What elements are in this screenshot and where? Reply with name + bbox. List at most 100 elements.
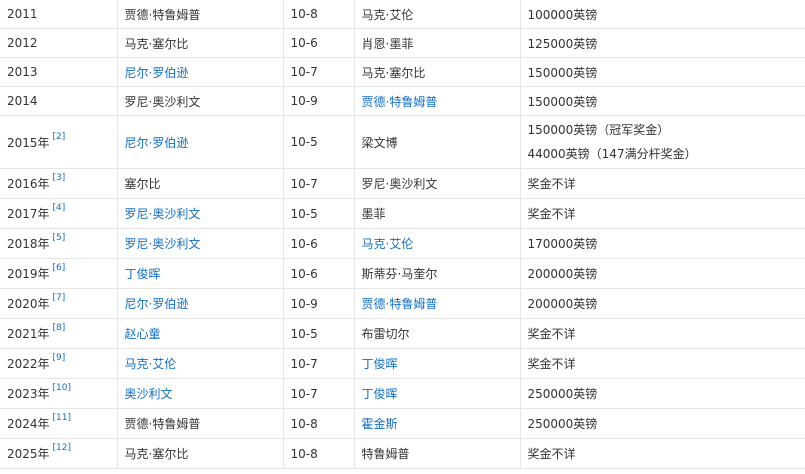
score-cell: 10-7 xyxy=(282,168,355,199)
runner-up-text: 布雷切尔 xyxy=(361,327,410,341)
winner-text: 塞尔比 xyxy=(124,177,161,191)
runner-up-cell: 肖恩·墨菲 xyxy=(353,28,521,58)
table-row: 2021年 [8] 赵心童 10-5 布雷切尔 奖金不详 xyxy=(0,318,805,349)
score-cell: 10-6 xyxy=(282,258,355,289)
runner-up-cell: 罗尼·奥沙利文 xyxy=(353,168,521,199)
prize-cell: 150000英镑 xyxy=(519,57,805,87)
runner-up-text: 罗尼·奥沙利文 xyxy=(361,177,438,191)
reference-link[interactable]: [6] xyxy=(52,263,66,273)
winner-cell: 罗尼·奥沙利文 xyxy=(116,198,284,229)
runner-up-link[interactable]: 丁俊晖 xyxy=(361,387,398,401)
year-text: 2011 xyxy=(7,7,38,21)
runner-up-link[interactable]: 霍金斯 xyxy=(361,417,398,431)
reference-link[interactable]: [7] xyxy=(52,293,66,303)
year-cell: 2011 xyxy=(0,0,118,29)
year-cell: 2025年 [12] xyxy=(0,438,118,469)
table-row: 2023年 [10] 奥沙利文 10-7 丁俊晖 250000英镑 xyxy=(0,378,805,409)
prize-text: 奖金不详 xyxy=(527,327,576,341)
runner-up-cell: 梁文博 xyxy=(353,115,521,169)
prize-cell: 奖金不详 xyxy=(519,438,805,469)
score-text: 10-5 xyxy=(290,206,318,221)
prize-cell: 250000英镑 xyxy=(519,378,805,409)
winner-text: 马克·塞尔比 xyxy=(124,447,189,461)
reference-link[interactable]: [11] xyxy=(52,413,72,423)
year-cell: 2019年 [6] xyxy=(0,258,118,289)
prize-text: 奖金不详 xyxy=(527,357,576,371)
winner-cell: 马克·塞尔比 xyxy=(116,28,284,58)
runner-up-link[interactable]: 贾德·特鲁姆普 xyxy=(361,297,438,311)
winner-link[interactable]: 马克·艾伦 xyxy=(124,357,177,371)
winner-link[interactable]: 罗尼·奥沙利文 xyxy=(124,207,201,221)
year-cell: 2014 xyxy=(0,86,118,116)
winner-link[interactable]: 罗尼·奥沙利文 xyxy=(124,237,201,251)
prize-text: 150000英镑 xyxy=(527,65,598,80)
reference-link[interactable]: [10] xyxy=(52,383,72,393)
prize-text: 125000英镑 xyxy=(527,36,598,51)
score-text: 10-6 xyxy=(290,36,318,50)
table-row: 2014 罗尼·奥沙利文 10-9 贾德·特鲁姆普 150000英镑 xyxy=(0,86,805,116)
score-text: 10-8 xyxy=(290,416,318,431)
score-text: 10-6 xyxy=(290,266,318,281)
runner-up-cell: 丁俊晖 xyxy=(353,348,521,379)
score-cell: 10-5 xyxy=(282,318,355,349)
prize-text: 200000英镑 xyxy=(527,297,598,311)
winner-link[interactable]: 尼尔·罗伯逊 xyxy=(124,65,189,80)
runner-up-cell: 特鲁姆普 xyxy=(353,438,521,469)
runner-up-link[interactable]: 丁俊晖 xyxy=(361,357,398,371)
year-text: 2024年 xyxy=(7,417,50,431)
winner-link[interactable]: 赵心童 xyxy=(124,327,161,341)
winner-cell: 奥沙利文 xyxy=(116,378,284,409)
reference-link[interactable]: [9] xyxy=(52,353,66,363)
runner-up-text: 肖恩·墨菲 xyxy=(361,36,414,51)
winner-link[interactable]: 尼尔·罗伯逊 xyxy=(124,297,189,311)
score-cell: 10-7 xyxy=(282,378,355,409)
runner-up-text: 墨菲 xyxy=(361,207,386,221)
reference-link[interactable]: [2] xyxy=(52,131,66,142)
year-cell: 2024年 [11] xyxy=(0,408,118,439)
year-text: 2016年 xyxy=(7,177,50,191)
winner-text: 罗尼·奥沙利文 xyxy=(124,94,201,109)
reference-link[interactable]: [12] xyxy=(52,443,72,453)
year-text: 2013 xyxy=(7,65,38,79)
score-text: 10-8 xyxy=(290,446,318,461)
winner-text: 贾德·特鲁姆普 xyxy=(124,417,201,431)
table-row: 2024年 [11] 贾德·特鲁姆普 10-8 霍金斯 250000英镑 xyxy=(0,408,805,439)
runner-up-link[interactable]: 马克·艾伦 xyxy=(361,237,414,251)
prize-text: 250000英镑 xyxy=(527,417,598,431)
runner-up-cell: 丁俊晖 xyxy=(353,378,521,409)
year-cell: 2018年 [5] xyxy=(0,228,118,259)
winner-cell: 尼尔·罗伯逊 xyxy=(116,288,284,319)
year-cell: 2021年 [8] xyxy=(0,318,118,349)
table-row: 2018年 [5] 罗尼·奥沙利文 10-6 马克·艾伦 170000英镑 xyxy=(0,228,805,259)
score-text: 10-7 xyxy=(290,386,318,401)
reference-link[interactable]: [4] xyxy=(52,203,66,213)
prize-text: 44000英镑（147满分杆奖金） xyxy=(527,147,697,161)
table-row: 2025年 [12] 马克·塞尔比 10-8 特鲁姆普 奖金不详 xyxy=(0,438,805,469)
year-cell: 2022年 [9] xyxy=(0,348,118,379)
table-row: 2015年 [2] 尼尔·罗伯逊 10-5 梁文博 150000英镑（冠军奖金） 44000… xyxy=(0,115,805,169)
reference-link[interactable]: [8] xyxy=(52,323,66,333)
winner-link[interactable]: 奥沙利文 xyxy=(124,387,173,401)
table-row: 2017年 [4] 罗尼·奥沙利文 10-5 墨菲 奖金不详 xyxy=(0,198,805,229)
prize-cell: 奖金不详 xyxy=(519,198,805,229)
winner-cell: 贾德·特鲁姆普 xyxy=(116,0,284,29)
runner-up-link[interactable]: 贾德·特鲁姆普 xyxy=(361,94,438,109)
runner-up-text: 马克·塞尔比 xyxy=(361,65,426,80)
winner-link[interactable]: 尼尔·罗伯逊 xyxy=(124,135,189,150)
prize-text: 奖金不详 xyxy=(527,177,576,191)
winner-link[interactable]: 丁俊晖 xyxy=(124,267,161,281)
reference-link[interactable]: [5] xyxy=(52,233,66,243)
prize-text: 100000英镑 xyxy=(527,7,598,22)
prize-text: 奖金不详 xyxy=(527,447,576,461)
year-cell: 2017年 [4] xyxy=(0,198,118,229)
runner-up-cell: 马克·艾伦 xyxy=(353,0,521,29)
runner-up-text: 斯蒂芬·马奎尔 xyxy=(361,267,438,281)
prize-cell: 150000英镑（冠军奖金） 44000英镑（147满分杆奖金） xyxy=(519,115,805,169)
reference-link[interactable]: [3] xyxy=(52,173,66,183)
year-text: 2020年 xyxy=(7,297,50,311)
score-text: 10-9 xyxy=(290,296,318,311)
table-row: 2019年 [6] 丁俊晖 10-6 斯蒂芬·马奎尔 200000英镑 xyxy=(0,258,805,289)
year-text: 2017年 xyxy=(7,207,50,221)
